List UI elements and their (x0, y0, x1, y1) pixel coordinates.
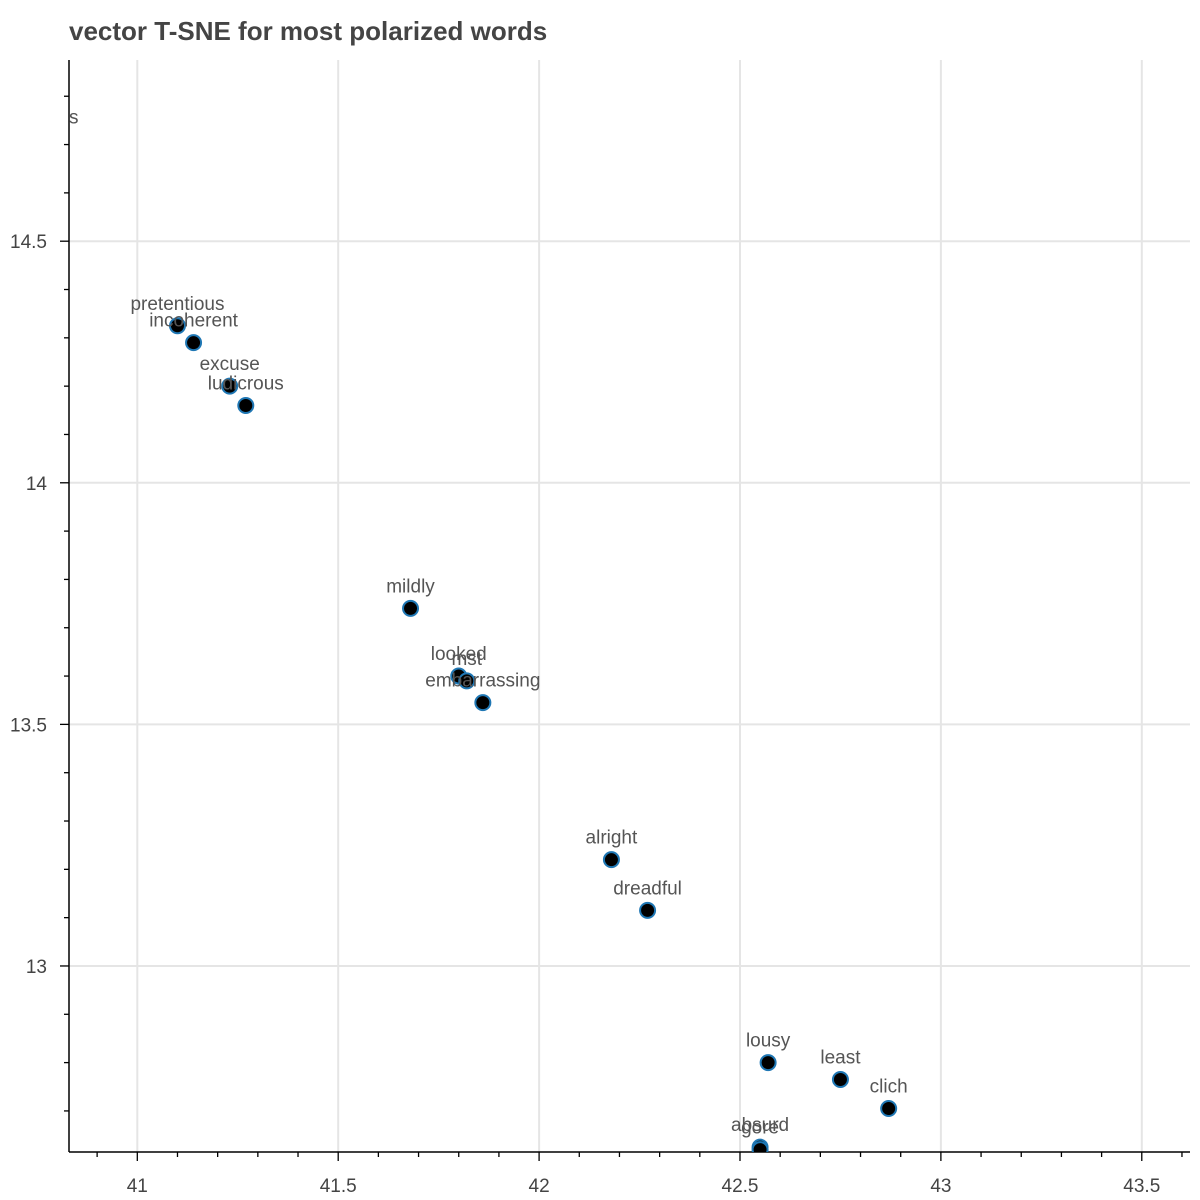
axes (68, 60, 1190, 1153)
scatter-point (602, 851, 620, 869)
scatter-point (458, 672, 476, 690)
point-label: s (69, 108, 79, 129)
scatter-point (880, 1100, 898, 1118)
scatter-point (168, 317, 186, 335)
y-tick-label: 13 (26, 957, 47, 978)
data-points (168, 317, 898, 1152)
scatter-point (751, 1141, 769, 1152)
scatter-point (185, 334, 203, 352)
x-tick-label: 41.5 (320, 1176, 357, 1197)
x-tick-label: 42 (529, 1176, 550, 1197)
point-label: lousy (746, 1031, 791, 1052)
point-label: absurd (731, 1115, 789, 1136)
scatter-point (221, 377, 239, 395)
point-label: mst (451, 649, 482, 670)
point-label: dreadful (613, 878, 682, 899)
x-tick-label: 42.5 (722, 1176, 759, 1197)
scatter-point (402, 599, 420, 617)
x-tick-label: 43 (930, 1176, 951, 1197)
scatter-point (759, 1054, 777, 1072)
x-tick-label: 41 (127, 1176, 148, 1197)
scatter-point (831, 1071, 849, 1089)
y-tick-label: 13.5 (10, 715, 47, 736)
scatter-point (639, 901, 657, 919)
point-label: incoherent (149, 311, 238, 332)
scatter-point (237, 396, 255, 414)
point-label: excuse (200, 354, 260, 375)
point-label: pretentious (130, 294, 224, 315)
grid-lines (69, 60, 1190, 1152)
point-label: least (820, 1048, 861, 1069)
point-label: mildly (386, 576, 435, 597)
chart-title: vector T-SNE for most polarized words (69, 16, 548, 46)
x-tick-label: 43.5 (1123, 1176, 1160, 1197)
y-axis-ticks: 14.5 14 13.5 13 (10, 95, 69, 1112)
x-axis-ticks: 41 41.5 42 42.5 43 43.5 (96, 1152, 1183, 1197)
point-label: gore (741, 1118, 779, 1139)
scatter-point (474, 694, 492, 712)
point-label: alright (586, 828, 638, 849)
point-label: ludicrous (208, 373, 284, 394)
point-label: embarrassing (425, 671, 540, 692)
y-tick-label: 14 (26, 474, 48, 495)
point-label: clich (870, 1077, 908, 1098)
y-tick-label: 14.5 (10, 232, 47, 253)
point-label: looked (431, 644, 487, 665)
